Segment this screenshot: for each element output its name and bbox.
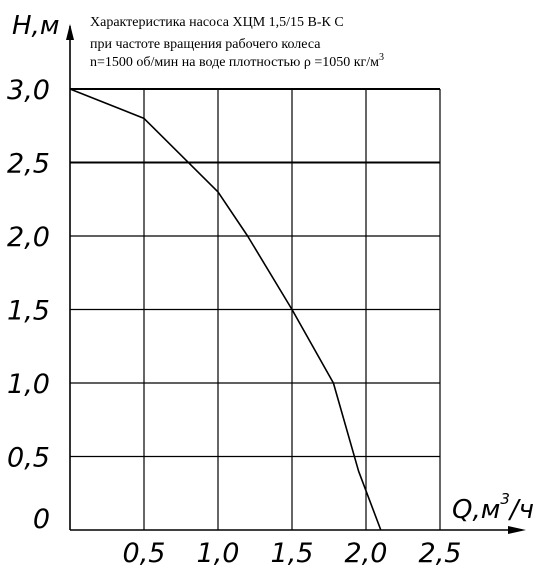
x-axis-label-suffix: /ч <box>508 495 534 525</box>
y-axis-arrow <box>66 24 74 40</box>
x-axis-label: Q,м3/ч <box>452 490 534 525</box>
y-axis-label: Н,м <box>12 11 59 41</box>
grid <box>70 88 441 530</box>
labels: 0,5 1,0 1,5 2,0 2,5 0 0,5 1,0 1,5 2,0 2,5 3,0 <box>7 75 461 569</box>
x-tick-label-3: 2,0 <box>345 538 388 569</box>
pump-curve-line <box>69 88 382 531</box>
x-axis-arrow <box>508 526 526 534</box>
chart-title-line-1: Характеристика насоса ХЦМ 1,5/15 В-К С <box>90 15 344 30</box>
chart-title-superscript: 3 <box>379 52 384 63</box>
y-tick-label-1: 0,5 <box>7 443 50 474</box>
chart-title-line-3-text: n=1500 об/мин на воде плотностью ρ =1050… <box>90 55 379 70</box>
chart-title-line-2: при частоте вращения рабочего колеса <box>90 37 321 52</box>
x-tick-label-4: 2,5 <box>419 538 462 569</box>
x-axis-label-base: Q,м <box>452 495 500 525</box>
axes <box>66 24 526 534</box>
y-tick-label-2: 1,0 <box>7 369 50 400</box>
x-axis-label-superscript: 3 <box>500 490 510 508</box>
x-tick-label-1: 1,0 <box>197 538 240 569</box>
x-tick-label-0: 0,5 <box>123 538 166 569</box>
y-tick-label-4: 2,0 <box>7 222 50 253</box>
x-tick-label-2: 1,5 <box>271 538 314 569</box>
y-tick-label-5: 2,5 <box>7 149 50 180</box>
chart-title-line-3: n=1500 об/мин на воде плотностью ρ =1050… <box>90 52 384 70</box>
y-tick-label-6: 3,0 <box>7 75 50 106</box>
y-tick-label-3: 1,5 <box>7 296 50 327</box>
y-tick-label-0: 0 <box>33 504 50 535</box>
curve <box>69 88 382 531</box>
